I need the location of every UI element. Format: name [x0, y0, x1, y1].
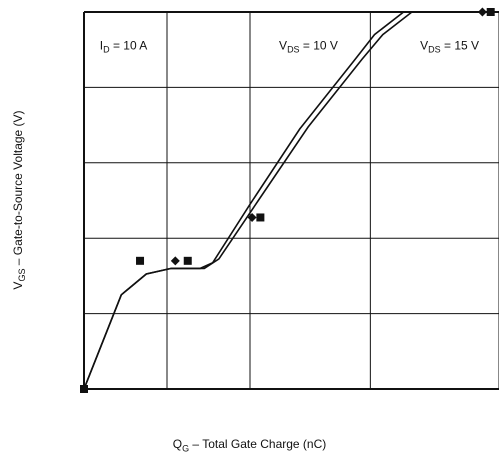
grid: [83, 11, 499, 390]
data-markers: [80, 7, 495, 393]
marker-square-5: [80, 385, 88, 393]
annotation-0: ID = 10 A: [100, 39, 148, 55]
marker-diamond-1: [170, 256, 180, 266]
marker-square-7: [486, 8, 495, 16]
x-axis-label: QG – Total Gate Charge (nC): [172, 437, 327, 454]
y-axis-label: VGS – Gate-to-Source Voltage (V): [10, 110, 28, 290]
series-line-0: [83, 11, 405, 390]
series-line-1: [83, 11, 499, 390]
marker-diamond-3: [247, 212, 257, 222]
series-lines: [83, 11, 499, 390]
marker-square-0: [136, 256, 145, 265]
marker-square-2: [183, 256, 192, 265]
annotation-2: VDS = 15 V: [420, 39, 479, 55]
annotation-1: VDS = 10 V: [279, 39, 338, 55]
annotations: ID = 10 A VDS = 10 V VDS = 15 V: [100, 39, 479, 55]
marker-square-4: [256, 213, 265, 222]
marker-diamond-6: [477, 7, 487, 17]
